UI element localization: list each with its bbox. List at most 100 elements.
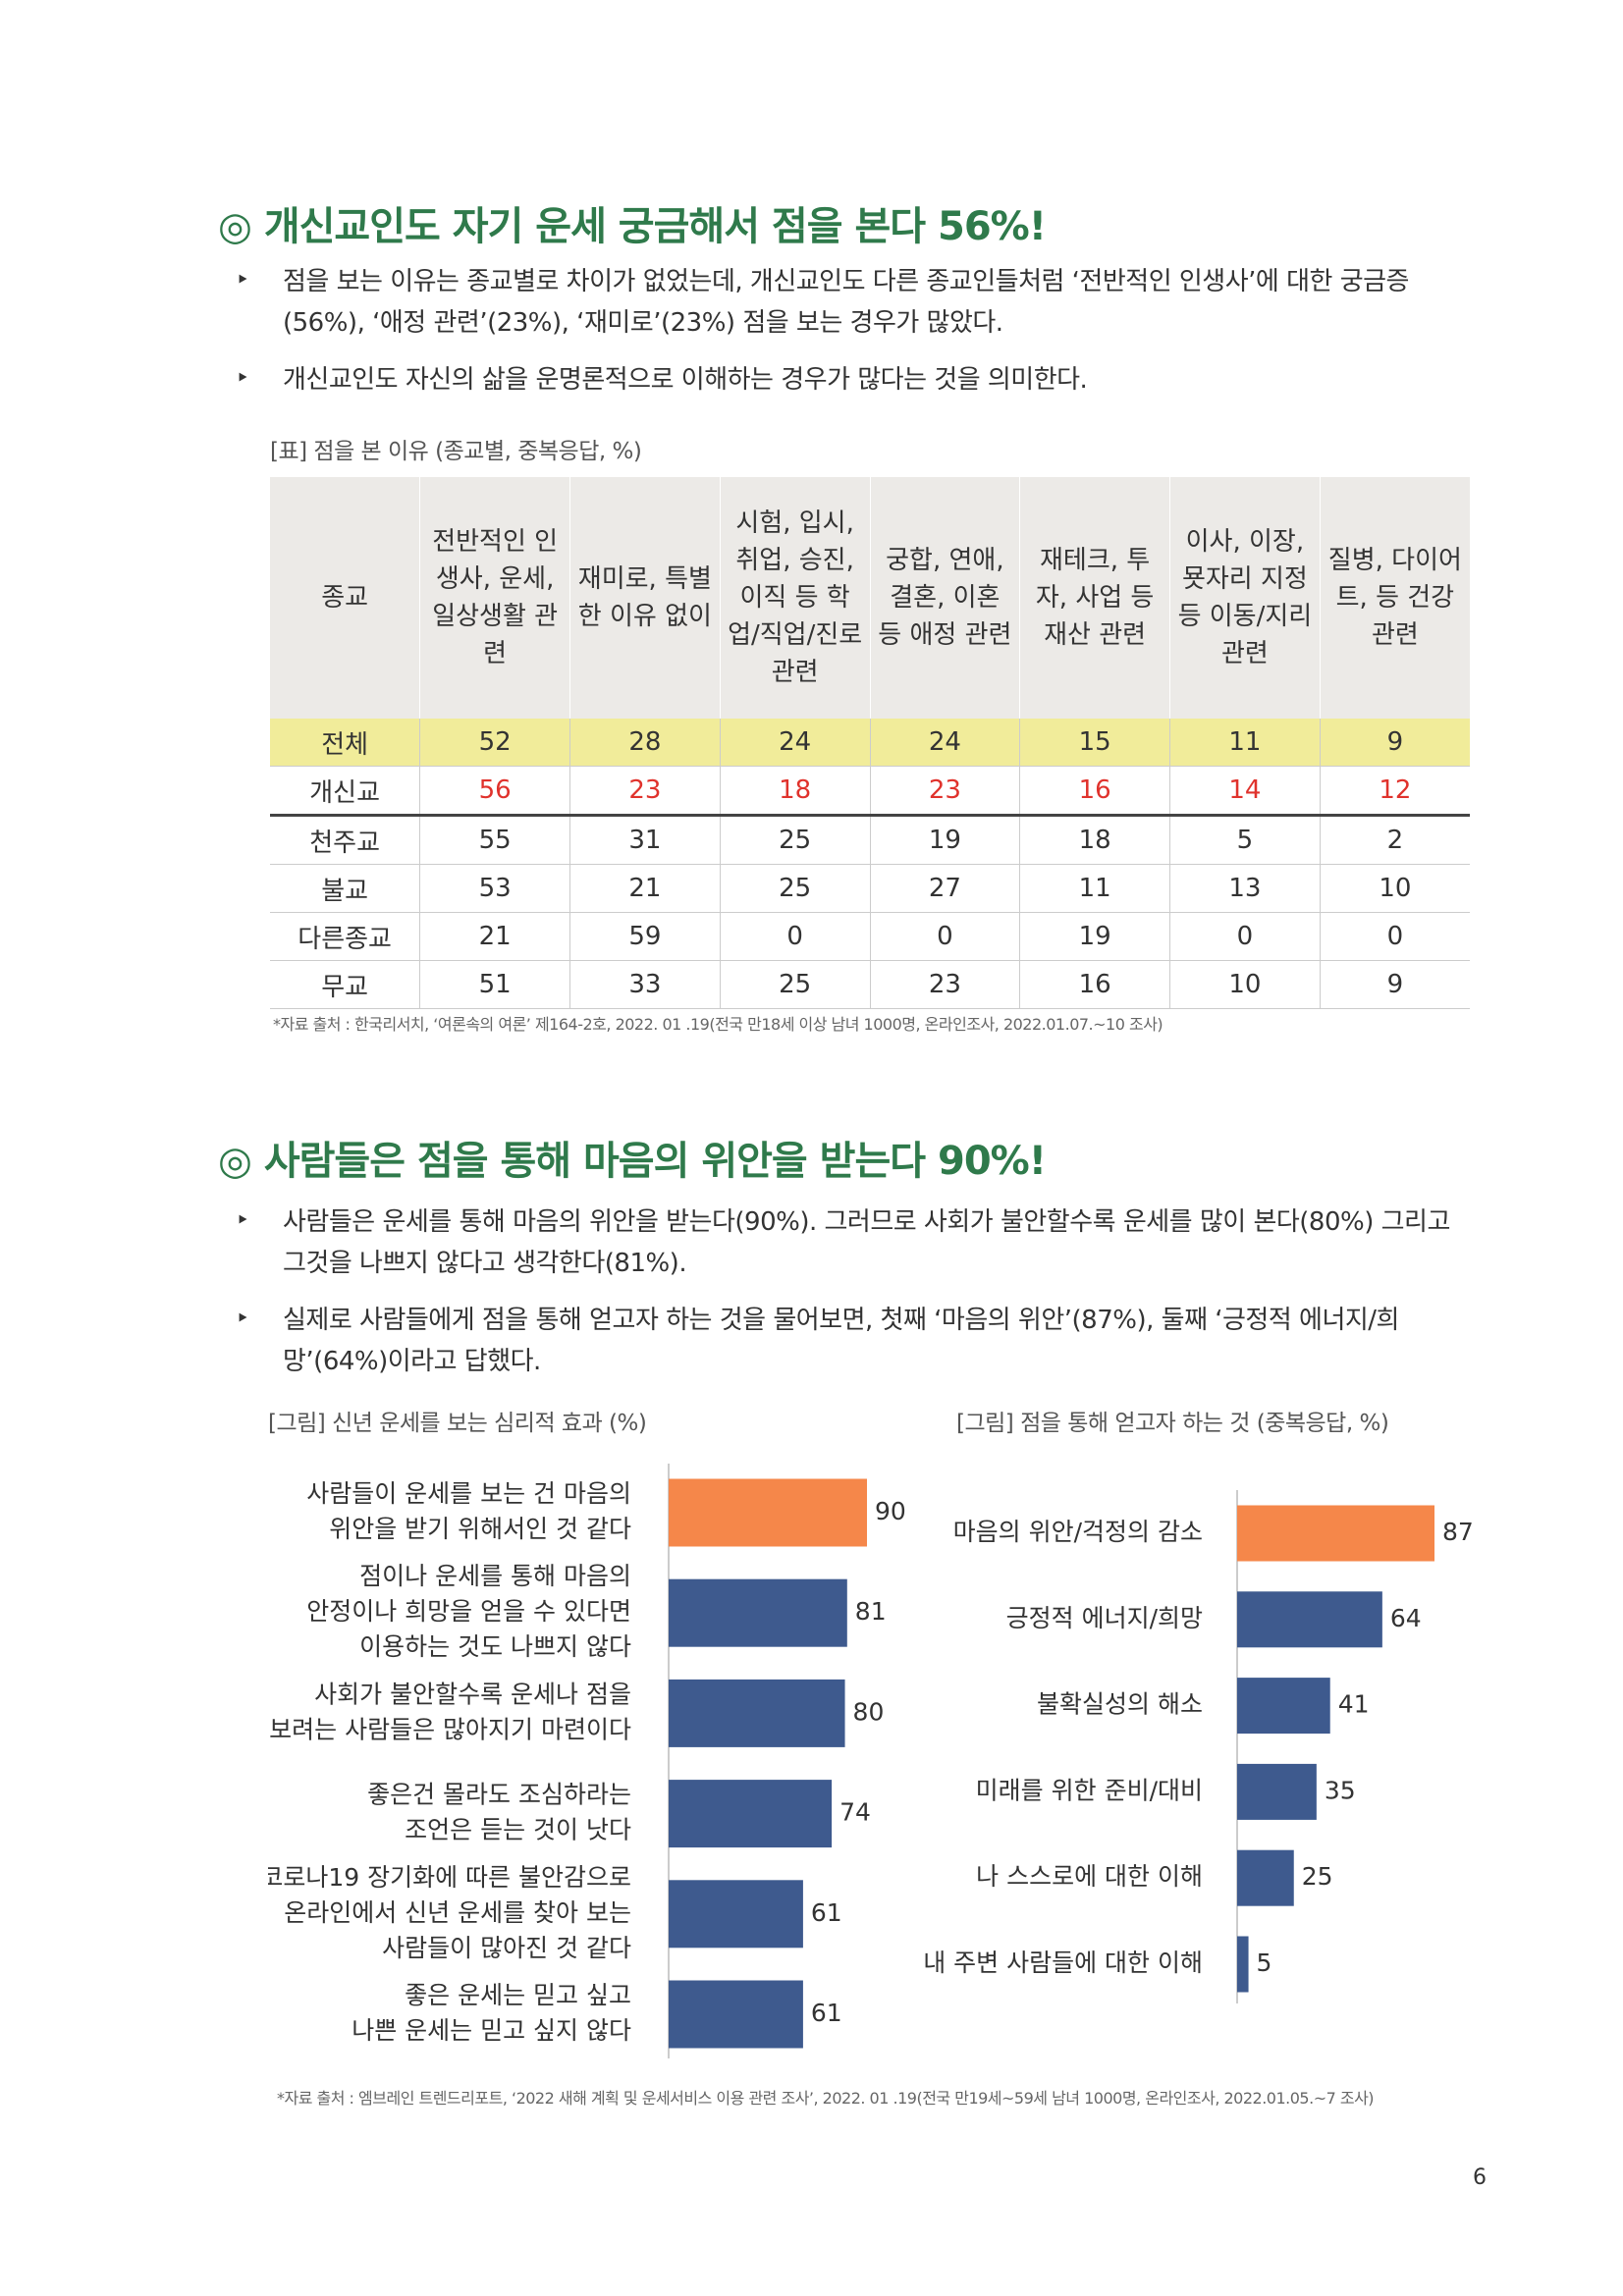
- bar: [1237, 1763, 1317, 1820]
- table-row: 전체 52 28 24 24 15 11 9: [270, 719, 1470, 767]
- value-cell: 23: [870, 766, 1021, 817]
- chart: 90 사람들이 운세를 보는 건 마음의 위안을 받기 위해서인 것 같다 81 점이나…: [268, 1464, 906, 2058]
- category-line: 좋은건 몰라도 조심하라는: [367, 1781, 631, 1809]
- category-line: 미래를 위한 준비/대비: [976, 1776, 1203, 1804]
- chart: 87 마음의 위안/걱정의 감소 64 긍정적 에너지/희망 41 불확실성의 해소 35 미…: [923, 1490, 1474, 2003]
- category-line: 사람들이 많아진 것 같다: [382, 1934, 631, 1962]
- value-cell: 25: [720, 864, 871, 913]
- category-label: 사회가 불안할수록 운세나 점을 보려는 사람들은 많아지기 마련이다: [269, 1680, 631, 1743]
- value-cell: 21: [419, 912, 570, 961]
- value-label: 5: [1257, 1949, 1272, 1977]
- bar: [669, 1980, 803, 2049]
- value-cell: 21: [569, 864, 721, 913]
- bar: [669, 1780, 833, 1848]
- value-cell: 10: [1169, 960, 1321, 1009]
- value-label: 41: [1338, 1690, 1370, 1719]
- bar: [1237, 1591, 1382, 1648]
- category-line: 조언은 듣는 것이 낫다: [405, 1816, 631, 1844]
- bullet-list: 사람들은 운세를 통해 마음의 위안을 받는다(90%). 그러므로 사회가 불…: [236, 1200, 1453, 1398]
- section-title: ◎ 사람들은 점을 통해 마음의 위안을 받는다 90%!: [218, 1139, 1047, 1184]
- bar: [1237, 1678, 1330, 1735]
- category-label: 사람들이 운세를 보는 건 마음의 위안을 받기 위해서인 것 같다: [306, 1479, 631, 1543]
- category-line: 위안을 받기 위해서인 것 같다: [329, 1515, 631, 1543]
- header-cell: 전반적인 인생사, 운세, 일상생활 관련: [419, 477, 570, 719]
- value-cell: 0: [720, 912, 871, 961]
- value-cell: 10: [1320, 864, 1470, 913]
- value-cell: 23: [569, 766, 721, 817]
- category-line: 코로나19 장기화에 따른 불안감으로: [268, 1863, 631, 1892]
- bullet: 실제로 사람들에게 점을 통해 얻고자 하는 것을 물어보면, 첫째 ‘마음의 …: [236, 1298, 1453, 1382]
- bullet-list: 점을 보는 이유는 종교별로 차이가 없었는데, 개신교인도 다른 종교인들처럼…: [236, 259, 1453, 416]
- value-label: 90: [875, 1497, 906, 1525]
- value-cell: 9: [1320, 719, 1470, 767]
- value-cell: 51: [419, 960, 570, 1009]
- value-cell: 55: [419, 815, 570, 865]
- bar: [1237, 1505, 1434, 1562]
- value-cell: 25: [720, 815, 871, 865]
- header-cell: 시험, 입시, 취업, 승진, 이직 등 학업/직업/진로 관련: [720, 477, 871, 719]
- category-line: 나 스스로에 대한 이해: [976, 1862, 1203, 1891]
- page-number: 6: [1473, 2165, 1487, 2190]
- table-row: 개신교 56 23 18 23 16 14 12: [270, 766, 1470, 817]
- value-cell: 24: [720, 719, 871, 767]
- value-label: 81: [855, 1597, 887, 1626]
- category-label: 불확실성의 해소: [1037, 1690, 1203, 1719]
- value-cell: 27: [870, 864, 1021, 913]
- value-cell: 13: [1169, 864, 1321, 913]
- value-cell: 33: [569, 960, 721, 1009]
- category-line: 나쁜 운세는 믿고 싶지 않다: [352, 2016, 631, 2045]
- section-title: ◎ 개신교인도 자기 운세 궁금해서 점을 본다 56%!: [218, 204, 1047, 249]
- value-label: 74: [839, 1798, 871, 1827]
- value-label: 87: [1442, 1518, 1474, 1546]
- category-line: 내 주변 사람들에 대한 이해: [923, 1949, 1203, 1977]
- value-cell: 56: [419, 766, 570, 817]
- value-cell: 5: [1169, 815, 1321, 865]
- value-cell: 18: [720, 766, 871, 817]
- chart-title: [그림] 신년 운세를 보는 심리적 효과 (%): [268, 1411, 647, 1436]
- category-line: 안정이나 희망을 얻을 수 있다면: [306, 1597, 631, 1626]
- value-cell: 0: [1320, 912, 1470, 961]
- value-label: 64: [1390, 1604, 1422, 1632]
- header-row: 종교 전반적인 인생사, 운세, 일상생활 관련 재미로, 특별한 이유 없이 시험,…: [270, 477, 1470, 719]
- bar: [669, 1880, 803, 1949]
- category-line: 좋은 운세는 믿고 싶고: [405, 1981, 631, 2009]
- value-cell: 23: [870, 960, 1021, 1009]
- row-label: 불교: [270, 864, 421, 913]
- bar: [669, 1679, 845, 1747]
- value-cell: 12: [1320, 766, 1470, 817]
- category-label: 미래를 위한 준비/대비: [976, 1776, 1203, 1804]
- value-label: 61: [811, 1898, 842, 1927]
- table-row: 다른종교 21 59 0 0 19 0 0: [270, 912, 1470, 961]
- bullet: 점을 보는 이유는 종교별로 차이가 없었는데, 개신교인도 다른 종교인들처럼…: [236, 259, 1453, 344]
- row-label: 다른종교: [270, 912, 421, 961]
- category-line: 사회가 불안할수록 운세나 점을: [314, 1680, 631, 1708]
- bar: [1237, 1936, 1249, 1993]
- table-row: 무교 51 33 25 23 16 10 9: [270, 960, 1470, 1009]
- category-line: 불확실성의 해소: [1037, 1690, 1203, 1719]
- value-label: 61: [811, 1999, 842, 2027]
- value-cell: 25: [720, 960, 871, 1009]
- category-line: 이용하는 것도 나쁘지 않다: [359, 1632, 631, 1661]
- category-label: 코로나19 장기화에 따른 불안감으로 온라인에서 신년 운세를 찾아 보는 사람들…: [268, 1863, 631, 1962]
- value-cell: 18: [1019, 815, 1170, 865]
- category-label: 마음의 위안/걱정의 감소: [953, 1518, 1203, 1546]
- bar: [669, 1478, 867, 1547]
- category-label: 나 스스로에 대한 이해: [976, 1862, 1203, 1891]
- value-cell: 16: [1019, 766, 1170, 817]
- data-table: 종교 전반적인 인생사, 운세, 일상생활 관련 재미로, 특별한 이유 없이 시험,…: [270, 477, 1470, 1009]
- bar: [669, 1578, 847, 1647]
- chart-title: [그림] 점을 통해 얻고자 하는 것 (중복응답, %): [956, 1411, 1389, 1436]
- table-caption: [표] 점을 본 이유 (종교별, 중복응답, %): [270, 439, 642, 464]
- value-cell: 19: [870, 815, 1021, 865]
- value-cell: 53: [419, 864, 570, 913]
- row-label: 전체: [270, 719, 421, 767]
- value-cell: 9: [1320, 960, 1470, 1009]
- value-cell: 11: [1019, 864, 1170, 913]
- category-line: 점이나 운세를 통해 마음의: [359, 1562, 631, 1590]
- value-cell: 52: [419, 719, 570, 767]
